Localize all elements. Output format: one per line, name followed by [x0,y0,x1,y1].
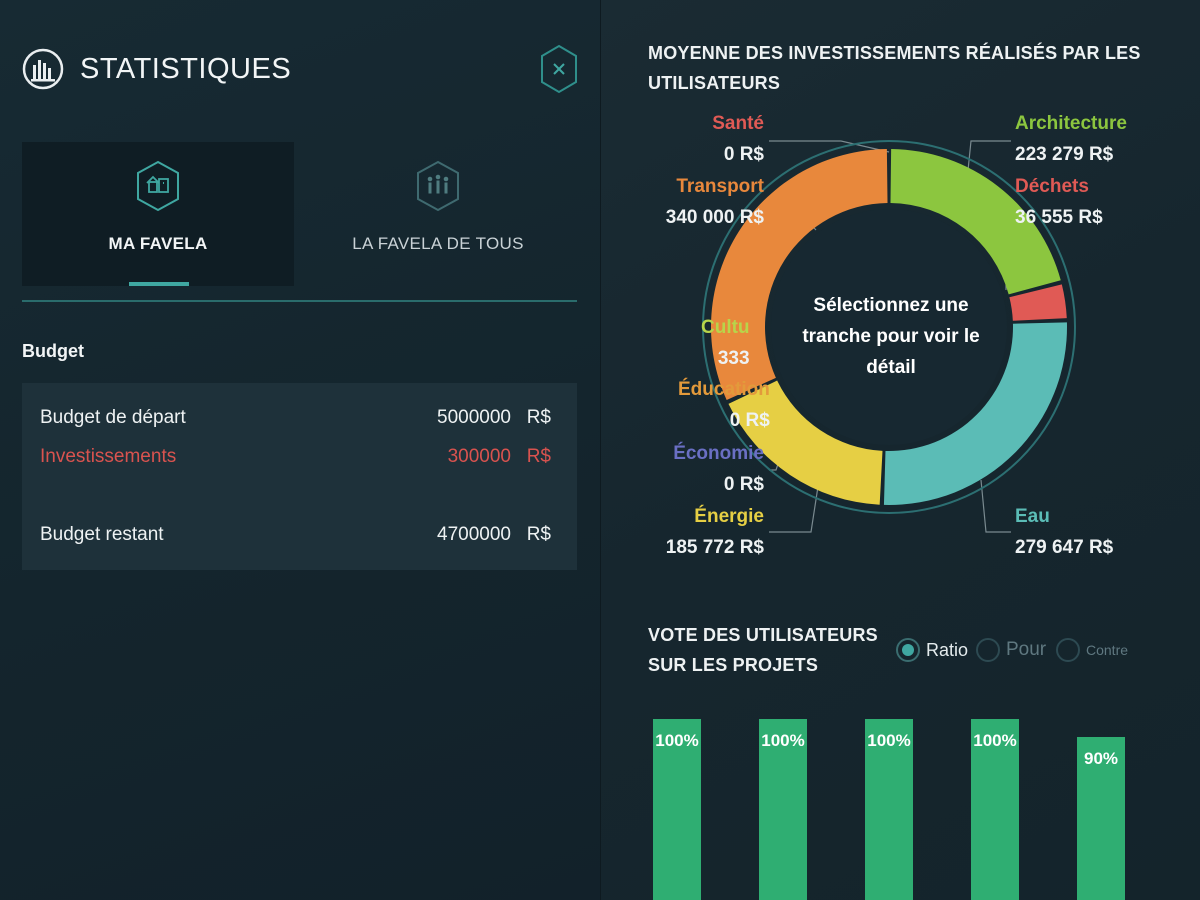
label-sante[interactable]: Santé 0 R$ [712,108,764,170]
label-category: Énergie [694,506,764,527]
vote-bar-label: 100% [973,731,1017,750]
label-culture[interactable]: Cultu 333 [701,312,750,374]
vote-bar-label: 100% [867,731,911,750]
statistics-panel: STATISTIQUES MA FAVELA LA FAVELA DE TOUS [0,0,600,900]
tab-ma-favela[interactable]: MA FAVELA [22,142,294,286]
radio-ratio-label: Ratio [926,639,969,660]
label-amount: 0 R$ [729,410,770,431]
radio-contre[interactable]: Contre [1056,634,1128,666]
label-category: Architecture [1015,113,1127,134]
donut-slice-energie[interactable] [728,380,883,505]
label-amount: 223 279 R$ [1015,144,1114,165]
budget-row-label: Budget restant [40,524,164,545]
radio-selected-dot [902,644,914,656]
budget-row-label: Investissements [40,446,177,467]
budget-title: Budget [22,341,84,361]
label-amount: 0 R$ [723,144,764,165]
label-category: Eau [1015,506,1050,527]
label-amount: 185 772 R$ [665,537,764,558]
label-category: Cultu [701,317,750,338]
tab-label: MA FAVELA [108,234,208,253]
label-dechets[interactable]: Déchets 36 555 R$ [1015,171,1103,233]
donut-slices[interactable] [711,149,1067,505]
label-economie[interactable]: Économie 0 R$ [673,438,764,500]
app-header: STATISTIQUES [22,48,291,90]
vote-bar[interactable]: 100% [759,719,807,900]
radio-contre-label: Contre [1086,642,1129,658]
label-energie[interactable]: Énergie 185 772 R$ [666,501,764,563]
radio-pour-label: Pour [1006,639,1047,660]
radio-ratio[interactable]: Ratio [896,634,968,666]
bars-chart-circle-icon [22,48,64,90]
label-category: Déchets [1015,176,1089,197]
label-education[interactable]: Éducation 0 R$ [678,374,770,436]
tab-la-favela-de-tous[interactable]: LA FAVELA DE TOUS [302,142,574,286]
investments-donut-chart [702,140,1076,533]
radio-pour-circle[interactable] [976,638,1000,662]
label-eau[interactable]: Eau 279 647 R$ [1015,501,1113,563]
active-tab-indicator [129,282,189,286]
label-transport[interactable]: Transport 340 000 R$ [666,171,764,233]
vote-bar[interactable]: 100% [971,719,1019,900]
radio-contre-circle[interactable] [1056,638,1080,662]
tab-label: LA FAVELA DE TOUS [352,234,524,253]
donut-slice-architecture[interactable] [890,149,1061,295]
label-amount: 340 000 R$ [665,207,764,228]
label-architecture[interactable]: Architecture 223 279 R$ [1015,108,1127,170]
donut-outer-ring [702,140,1076,514]
label-category: Santé [712,113,764,134]
label-category: Transport [676,176,764,197]
budget-row-start: Budget de départ 5000000 R$ [40,407,551,429]
radio-pour[interactable]: Pour [976,634,1046,666]
budget-row-value: 4700000 [437,524,511,545]
budget-row-currency: R$ [526,524,551,545]
label-amount: 279 647 R$ [1015,537,1114,558]
vote-bar-label: 90% [1083,749,1119,769]
budget-row-currency: R$ [526,407,551,428]
tabs-divider [22,300,577,302]
label-amount: 36 555 R$ [1015,207,1103,228]
leader-line-eau [980,479,1011,533]
donut-slice-eau[interactable] [883,322,1067,505]
vote-bar[interactable]: 100% [865,719,913,900]
votes-chart-title: VOTE DES UTILISATEURS SUR LES PROJETS [648,625,878,675]
label-category: Économie [673,443,764,464]
budget-row-value: 5000000 [437,407,511,428]
app-title: STATISTIQUES [80,52,292,85]
donut-chart-title: MOYENNE DES INVESTISSEMENTS RÉALISÉS PAR… [648,43,1141,93]
vote-bar-label: 100% [655,731,699,750]
close-hexagon-icon[interactable] [540,44,578,94]
budget-row-investments: Investissements 300000 R$ [40,446,551,468]
label-amount: 0 R$ [723,474,764,495]
budget-row-label: Budget de départ [40,407,186,428]
budget-row-remaining: Budget restant 4700000 R$ [40,524,551,546]
donut-slice-dechets[interactable] [1009,284,1067,321]
charts-panel: MOYENNE DES INVESTISSEMENTS RÉALISÉS PAR… [600,0,1200,900]
budget-row-currency: R$ [526,446,551,467]
house-hexagon-icon [137,160,179,212]
vote-bar[interactable]: 100% [653,719,701,900]
label-amount: 333 [717,348,750,369]
vote-bar[interactable]: 90% [1077,737,1125,900]
label-category: Éducation [678,379,770,400]
vote-bar-label: 100% [761,731,805,750]
donut-hole [771,209,1007,445]
leader-line-sante [769,140,890,153]
donut-slice-transport[interactable] [711,149,888,401]
budget-row-value: 300000 [447,446,511,467]
radio-ratio-circle[interactable] [896,638,920,662]
budget-card: Budget de départ 5000000 R$ Investisseme… [22,383,577,570]
people-hexagon-icon [417,160,459,212]
donut-center-text: Sélectionnez une tranche pour voir le dé… [802,295,980,378]
